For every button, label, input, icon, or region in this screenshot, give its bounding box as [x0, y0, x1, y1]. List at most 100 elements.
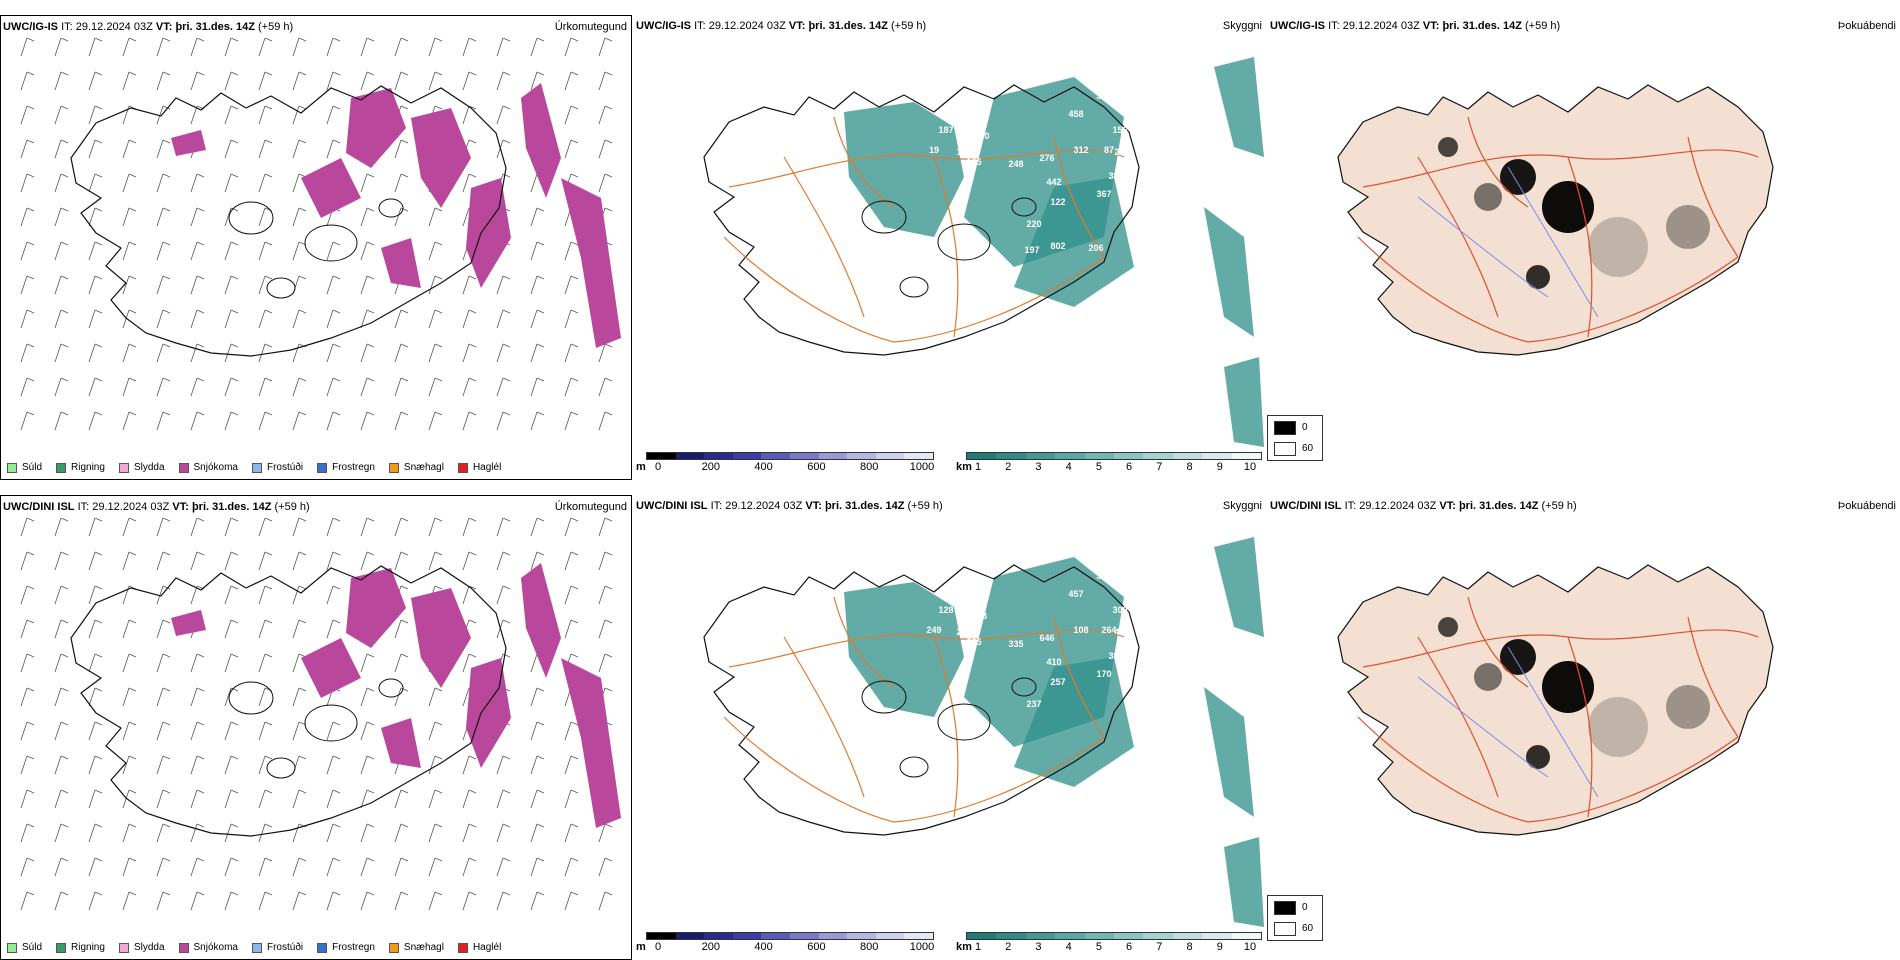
wind-barb — [122, 857, 130, 877]
fog-map — [1337, 84, 1774, 356]
wind-barb — [462, 411, 470, 431]
wind-barb — [258, 139, 266, 159]
legend-item: Snjókoma — [178, 942, 238, 953]
wind-barb-flag — [434, 755, 443, 760]
wind-barb-flag — [230, 518, 239, 522]
wind-barb-flag — [230, 687, 239, 692]
it-label: IT: — [710, 500, 723, 512]
legend-label: Snæhagl — [403, 942, 444, 953]
wind-barb — [224, 343, 232, 363]
wind-barb-flag — [366, 275, 375, 280]
iceland-coastline — [703, 84, 1140, 356]
wind-barb-flag — [434, 343, 443, 348]
wind-barb-flag — [94, 241, 103, 246]
wind-barb-flag — [60, 789, 69, 794]
wind-barb — [394, 891, 402, 911]
wind-barb-flag — [128, 309, 137, 314]
wind-barb — [292, 518, 300, 537]
wind-barb — [224, 139, 232, 159]
cbar-height: m 0 200 400 600 800 1000 — [636, 932, 936, 953]
wind-barb — [156, 551, 164, 571]
cloud-base-label: 360 — [1096, 91, 1111, 101]
wind-barb-flag — [60, 823, 69, 828]
wind-barb — [54, 139, 62, 159]
wind-barb-flag — [264, 309, 273, 314]
snow-area — [381, 718, 421, 768]
wind-barb — [326, 275, 334, 295]
wind-barb-flag — [468, 173, 477, 178]
wind-barb — [428, 377, 436, 397]
wind-barb — [54, 857, 62, 877]
wind-barb-flag — [26, 38, 35, 42]
model-name: UWC/IG-IS — [1270, 20, 1325, 32]
wind-barb-flag — [26, 411, 35, 416]
wind-barb — [156, 653, 164, 673]
wind-barb — [462, 551, 470, 571]
wind-barb — [156, 173, 164, 193]
wind-barb-flag — [26, 343, 35, 348]
wind-barb — [564, 309, 572, 329]
wind-barb-flag — [604, 343, 613, 348]
wind-barb — [326, 411, 334, 431]
snow-area — [466, 178, 511, 288]
wind-barb — [394, 687, 402, 707]
colorbar-tick: 3 — [1035, 941, 1042, 953]
wind-barb-flag — [536, 241, 545, 246]
glacier-outline — [1011, 197, 1037, 217]
wind-barb-flag — [400, 551, 409, 556]
wind-barb-flag — [162, 585, 171, 590]
glacier-outlines — [861, 197, 1037, 298]
wind-barb — [360, 343, 368, 363]
wind-barb-flag — [434, 38, 443, 42]
wind-barb — [326, 105, 334, 125]
wind-barb-flag — [230, 309, 239, 314]
cloud-base-label: 258 — [956, 627, 971, 637]
wind-barb — [360, 38, 368, 57]
wind-barb — [258, 241, 266, 261]
cloud-base-label: 302 — [1096, 571, 1111, 581]
wind-barb-flag — [502, 518, 511, 522]
wind-barb — [564, 891, 572, 911]
fog-patch — [1542, 661, 1594, 713]
colorbar-unit: km — [956, 461, 972, 473]
wind-barb-flag — [366, 518, 375, 522]
wind-barb-flag — [332, 139, 341, 144]
wind-barb — [88, 38, 96, 57]
wind-barb-flag — [332, 857, 341, 862]
wind-barb-flag — [366, 309, 375, 314]
model-name: UWC/DINI ISL — [3, 501, 75, 513]
wind-barb — [54, 377, 62, 397]
lead-time: (+59 h) — [274, 501, 310, 513]
wind-barb-flag — [434, 377, 443, 382]
wind-barb-flag — [468, 551, 477, 556]
wind-barb-flag — [26, 207, 35, 212]
cloud-base-label: 87 — [1104, 145, 1114, 155]
wind-barb-flag — [26, 241, 35, 246]
wind-barb — [20, 551, 28, 571]
wind-barb — [598, 857, 606, 877]
cloud-base-label: 248 — [1008, 159, 1023, 169]
wind-barb-flag — [536, 518, 545, 522]
wind-barb — [122, 789, 130, 809]
snow-area — [561, 658, 621, 828]
wind-barb — [54, 38, 62, 57]
wind-barb — [224, 789, 232, 809]
wind-barb — [394, 343, 402, 363]
legend-label: Snjókoma — [193, 462, 238, 473]
wind-barb — [224, 71, 232, 91]
road — [1567, 156, 1593, 338]
colorbar-tick: 1 — [974, 941, 982, 953]
wind-barb — [122, 619, 130, 639]
colorbar-tick: 600 — [807, 461, 826, 473]
wind-barb — [224, 411, 232, 431]
cloud-area — [1214, 57, 1264, 157]
colorbar-tick: 200 — [701, 461, 720, 473]
wind-barb — [394, 619, 402, 639]
glacier-outline — [228, 201, 274, 235]
legend-swatch — [56, 942, 67, 953]
wind-barb-flag — [94, 857, 103, 862]
wind-barb-flag — [468, 518, 477, 522]
wind-barb — [326, 551, 334, 571]
wind-barb-flag — [502, 71, 511, 76]
cloud-base-label: 335 — [1108, 171, 1123, 181]
